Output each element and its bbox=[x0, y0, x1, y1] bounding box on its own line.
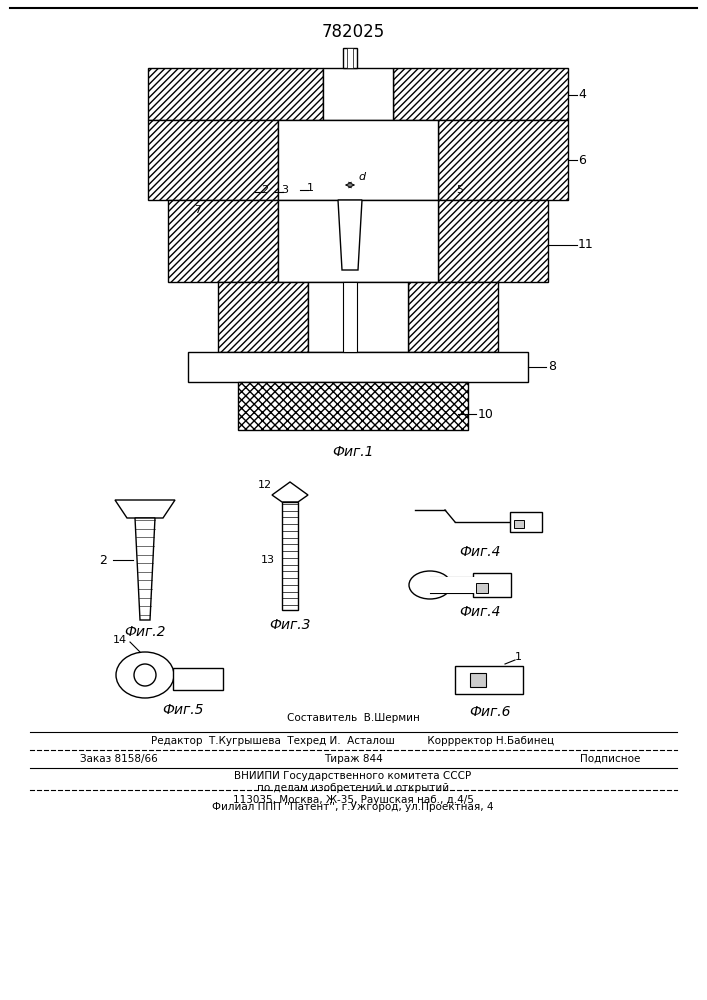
Polygon shape bbox=[282, 502, 298, 610]
Polygon shape bbox=[168, 200, 278, 282]
Polygon shape bbox=[272, 482, 308, 502]
Text: 2: 2 bbox=[99, 554, 107, 566]
Polygon shape bbox=[438, 200, 548, 282]
Bar bbox=[476, 583, 488, 593]
Text: Тираж 844: Тираж 844 bbox=[324, 754, 382, 764]
Polygon shape bbox=[135, 518, 155, 620]
Text: Фиг.4: Фиг.4 bbox=[460, 605, 501, 619]
Polygon shape bbox=[218, 282, 308, 352]
Text: Подписное: Подписное bbox=[580, 754, 641, 764]
Circle shape bbox=[134, 664, 156, 686]
Text: d: d bbox=[358, 172, 365, 182]
Polygon shape bbox=[347, 48, 353, 68]
Text: 11: 11 bbox=[578, 238, 594, 251]
Text: 6: 6 bbox=[578, 153, 586, 166]
Text: 4: 4 bbox=[578, 89, 586, 102]
Text: 1: 1 bbox=[307, 183, 313, 193]
Text: 13: 13 bbox=[261, 555, 275, 565]
Polygon shape bbox=[148, 120, 278, 200]
Text: по делам изобретений и открытий: по делам изобретений и открытий bbox=[257, 783, 449, 793]
Text: Редактор  Т.Кугрышева  Техред И.  Асталош          Коррректор Н.Бабинец: Редактор Т.Кугрышева Техред И. Асталош К… bbox=[151, 736, 554, 746]
Polygon shape bbox=[148, 68, 323, 120]
Polygon shape bbox=[278, 120, 438, 200]
Polygon shape bbox=[323, 68, 393, 120]
Ellipse shape bbox=[116, 652, 174, 698]
Polygon shape bbox=[173, 668, 223, 690]
Polygon shape bbox=[510, 512, 542, 532]
Polygon shape bbox=[188, 352, 528, 382]
Polygon shape bbox=[408, 282, 498, 352]
Text: Фиг.6: Фиг.6 bbox=[469, 705, 510, 719]
Text: 8: 8 bbox=[548, 360, 556, 373]
Polygon shape bbox=[473, 573, 511, 597]
Polygon shape bbox=[238, 382, 468, 430]
Polygon shape bbox=[278, 200, 438, 282]
Text: 1: 1 bbox=[515, 652, 522, 662]
Text: 10: 10 bbox=[478, 408, 494, 420]
Polygon shape bbox=[308, 282, 408, 352]
Text: 14: 14 bbox=[113, 635, 127, 645]
Text: Фиг.4: Фиг.4 bbox=[460, 545, 501, 559]
Polygon shape bbox=[343, 48, 357, 68]
Polygon shape bbox=[425, 577, 475, 593]
Text: Фиг.2: Фиг.2 bbox=[124, 625, 165, 639]
Polygon shape bbox=[455, 666, 523, 694]
Ellipse shape bbox=[409, 571, 451, 599]
Polygon shape bbox=[115, 500, 175, 518]
Polygon shape bbox=[343, 282, 357, 352]
Polygon shape bbox=[338, 200, 362, 270]
Text: 9: 9 bbox=[349, 315, 356, 325]
Text: 113035, Москва, Ж-35, Раушская наб., д.4/5: 113035, Москва, Ж-35, Раушская наб., д.4… bbox=[233, 795, 474, 805]
Text: 12: 12 bbox=[258, 480, 272, 490]
Text: 5: 5 bbox=[457, 185, 464, 195]
Polygon shape bbox=[393, 68, 568, 120]
Text: ВНИИПИ Государственного комитета СССР: ВНИИПИ Государственного комитета СССР bbox=[235, 771, 472, 781]
Bar bbox=[514, 520, 524, 528]
Text: 3: 3 bbox=[281, 185, 288, 195]
Text: 782025: 782025 bbox=[322, 23, 385, 41]
Text: Филиал ППП ''Патент'', г.Ужгород, ул.Проектная, 4: Филиал ППП ''Патент'', г.Ужгород, ул.Про… bbox=[212, 802, 493, 812]
Bar bbox=[470, 673, 486, 687]
Text: Заказ 8158/66: Заказ 8158/66 bbox=[80, 754, 158, 764]
Text: Составитель  В.Шермин: Составитель В.Шермин bbox=[286, 713, 419, 723]
Text: 7: 7 bbox=[194, 205, 201, 215]
Polygon shape bbox=[438, 120, 568, 200]
Text: Фиг.3: Фиг.3 bbox=[269, 618, 311, 632]
Text: Фиг.1: Фиг.1 bbox=[332, 445, 374, 459]
Text: Фиг.5: Фиг.5 bbox=[162, 703, 204, 717]
Text: 2: 2 bbox=[262, 185, 269, 195]
